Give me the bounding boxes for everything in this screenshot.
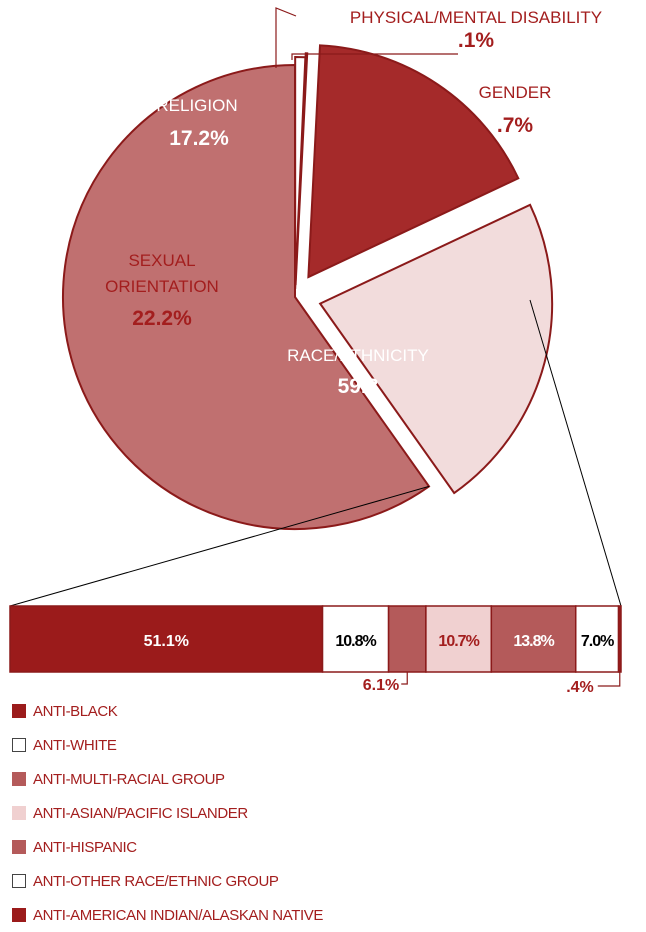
legend-label: ANTI-BLACK xyxy=(33,702,118,720)
bar-segment-anti-white xyxy=(321,605,390,673)
legend-label: ANTI-HISPANIC xyxy=(33,838,137,856)
bar-value-anti-black: 51.1% xyxy=(144,633,189,650)
pie-label-race-ethnicity: RACE/ETHNICITY xyxy=(287,346,429,365)
bar-segment-anti-asian-pacific-islander xyxy=(425,605,493,673)
legend-item: ANTI-AMERICAN INDIAN/ALASKAN NATIVE xyxy=(12,898,323,932)
legend-swatch xyxy=(12,704,26,718)
legend-item: ANTI-ASIAN/PACIFIC ISLANDER xyxy=(12,796,323,830)
pie-label-sexual-orientation-line1: SEXUAL xyxy=(128,251,195,270)
legend-item: ANTI-OTHER RACE/ETHNIC GROUP xyxy=(12,864,323,898)
bar-value-anti-multi-racial-group: 6.1% xyxy=(363,677,399,694)
bar-segment-anti-multi-racial-group xyxy=(387,605,427,673)
legend-swatch xyxy=(12,806,26,820)
legend: ANTI-BLACK ANTI-WHITE ANTI-MULTI-RACIAL GR… xyxy=(12,694,323,932)
legend-item: ANTI-HISPANIC xyxy=(12,830,323,864)
legend-item: ANTI-WHITE xyxy=(12,728,323,762)
legend-item: ANTI-BLACK xyxy=(12,694,323,728)
pie-slice-religion xyxy=(307,44,520,279)
pie-slice-sexual-orientation xyxy=(318,203,554,495)
connector-line-right xyxy=(529,299,622,607)
legend-label: ANTI-OTHER RACE/ETHNIC GROUP xyxy=(33,872,279,890)
legend-label: ANTI-AMERICAN INDIAN/ALASKAN NATIVE xyxy=(33,906,323,924)
callout-line-gender xyxy=(291,53,458,60)
stacked-bar-chart: 51.1% 10.8% 6.1% 10.7% 13.8% 7.0% .4% xyxy=(9,605,622,696)
bar-callout-line xyxy=(401,672,408,685)
bar-callout-line xyxy=(597,672,621,687)
pie-label-sexual-orientation-line2: ORIENTATION xyxy=(105,277,219,296)
bar-value-anti-other-race-ethnic-group: 7.0% xyxy=(581,633,614,650)
pie-value-race-ethnicity: 59.8 xyxy=(338,375,379,398)
connector-line-left xyxy=(9,485,430,607)
bar-segment-anti-other-race-ethnic-group xyxy=(574,605,620,673)
legend-swatch xyxy=(12,772,26,786)
pie-slice-race-ethnicity xyxy=(62,63,431,530)
bar-segment-anti-hispanic xyxy=(490,605,577,673)
pie-value-gender: .7% xyxy=(497,114,534,137)
bar-value-anti-white: 10.8% xyxy=(335,633,376,650)
callout-line-disability xyxy=(275,7,297,68)
bar-value-anti-hispanic: 13.8% xyxy=(513,633,554,650)
pie-chart: RACE/ETHNICITY 59.8 SEXUAL ORIENTATION 22.2%… xyxy=(62,7,602,530)
legend-label: ANTI-MULTI-RACIAL GROUP xyxy=(33,770,225,788)
legend-swatch xyxy=(12,738,26,752)
bar-segment-anti-black xyxy=(9,605,324,673)
legend-label: ANTI-ASIAN/PACIFIC ISLANDER xyxy=(33,804,248,822)
legend-label: ANTI-WHITE xyxy=(33,736,117,754)
pie-value-religion: 17.2% xyxy=(169,127,229,150)
legend-swatch xyxy=(12,874,26,888)
legend-item: ANTI-MULTI-RACIAL GROUP xyxy=(12,762,323,796)
bar-segment-anti-american-indian-alaskan-native xyxy=(617,605,622,673)
pie-label-disability: PHYSICAL/MENTAL DISABILITY xyxy=(350,8,602,27)
pie-value-sexual-orientation: 22.2% xyxy=(132,307,192,330)
pie-value-disability: .1% xyxy=(458,29,495,52)
pie-label-religion: RELIGION xyxy=(156,96,237,115)
legend-swatch xyxy=(12,908,26,922)
bar-value-anti-american-indian-alaskan-native: .4% xyxy=(566,679,594,696)
pie-label-gender: GENDER xyxy=(479,83,552,102)
legend-swatch xyxy=(12,840,26,854)
pie-slice-gender xyxy=(294,56,307,290)
bar-value-anti-asian-pacific-islander: 10.7% xyxy=(438,633,479,650)
pie-to-bar-connectors xyxy=(9,299,622,607)
